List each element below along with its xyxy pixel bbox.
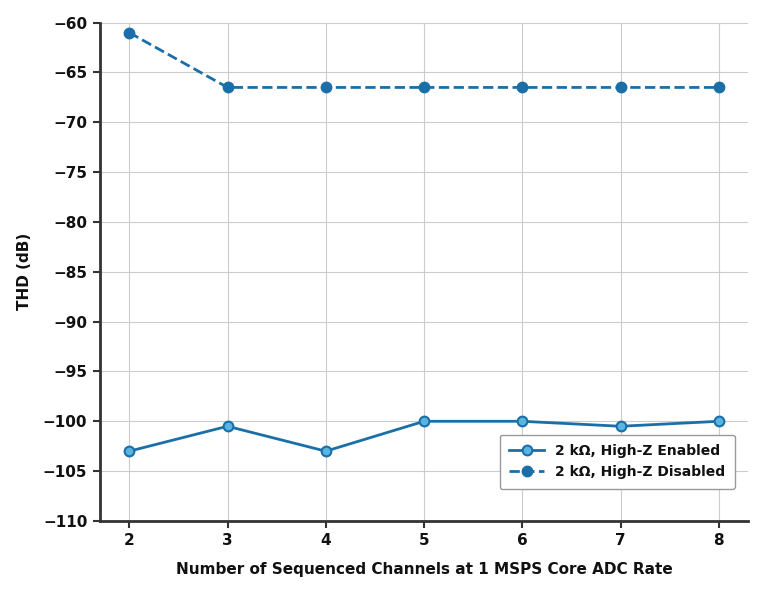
2 kΩ, High-Z Disabled (616, 84, 625, 91)
2 kΩ, High-Z Disabled (518, 84, 527, 91)
2 kΩ, High-Z Enabled (125, 448, 134, 455)
X-axis label: Number of Sequenced Channels at 1 MSPS Core ADC Rate: Number of Sequenced Channels at 1 MSPS C… (176, 563, 672, 577)
2 kΩ, High-Z Disabled (223, 84, 232, 91)
2 kΩ, High-Z Enabled (616, 423, 625, 430)
2 kΩ, High-Z Enabled (223, 423, 232, 430)
2 kΩ, High-Z Disabled (715, 84, 724, 91)
2 kΩ, High-Z Enabled (518, 418, 527, 425)
Line: 2 kΩ, High-Z Enabled: 2 kΩ, High-Z Enabled (125, 416, 724, 456)
2 kΩ, High-Z Disabled (321, 84, 330, 91)
2 kΩ, High-Z Disabled (125, 29, 134, 36)
2 kΩ, High-Z Disabled (419, 84, 428, 91)
2 kΩ, High-Z Enabled (321, 448, 330, 455)
Legend: 2 kΩ, High-Z Enabled, 2 kΩ, High-Z Disabled: 2 kΩ, High-Z Enabled, 2 kΩ, High-Z Disab… (500, 435, 735, 489)
Y-axis label: THD (dB): THD (dB) (17, 233, 31, 311)
Line: 2 kΩ, High-Z Disabled: 2 kΩ, High-Z Disabled (125, 28, 724, 92)
2 kΩ, High-Z Enabled (715, 418, 724, 425)
2 kΩ, High-Z Enabled (419, 418, 428, 425)
